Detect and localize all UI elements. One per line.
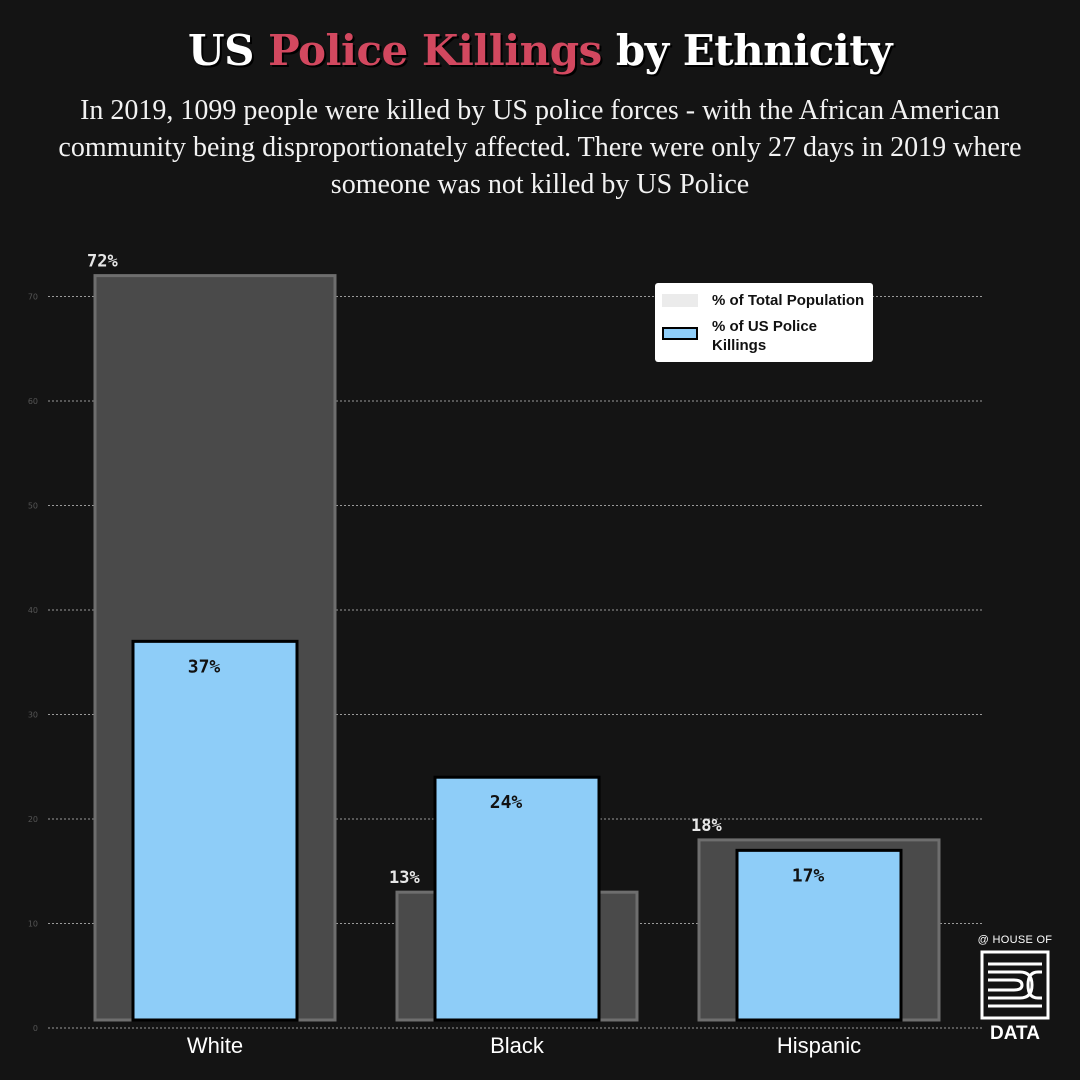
legend-item-killings: % of US Police Killings [655,317,832,355]
y-tick-label: 20 [28,815,38,824]
y-tick-label: 60 [28,397,38,406]
data-label-killings-hispanic: 17% [792,865,825,886]
brand-logo: @ HOUSE OF DATA [972,934,1058,1045]
bar-killings-hispanic [735,848,903,1022]
y-tick-label: 40 [28,606,38,615]
y-tick-label: 10 [28,920,38,929]
legend-swatch-population [662,294,698,307]
x-tick-label-hispanic: Hispanic [777,1033,861,1058]
data-label-killings-white: 37% [188,656,221,677]
data-label-population-black: 13% [389,868,420,888]
brand-bottom-text: DATA [990,1023,1040,1044]
bar-killings-black [433,775,601,1022]
data-label-population-white: 72% [87,252,118,272]
data-label-population-hispanic: 18% [691,816,722,836]
chart-subtitle: In 2019, 1099 people were killed by US p… [58,95,1022,200]
legend-label-population: % of Total Population [712,292,865,309]
y-tick-label: 0 [33,1024,38,1033]
y-tick-label: 30 [28,711,38,720]
brand-logo-icon [980,950,1050,1020]
chart-legend: % of Total Population % of US Police Kil… [655,283,873,362]
data-label-killings-black: 24% [490,792,523,813]
bar-killings-white [131,639,299,1022]
y-tick-label: 70 [28,293,38,302]
y-tick-label: 50 [28,502,38,511]
title-part-1: US [187,26,254,75]
x-tick-label-white: White [187,1033,243,1058]
x-tick-label-black: Black [490,1033,545,1058]
title-part-2: Police Killings [268,26,602,75]
title-part-3: by Ethnicity [615,26,893,75]
legend-label-killings: % of US Police Killings [712,318,818,354]
chart-title: US Police Killings by Ethnicity [0,26,1080,75]
legend-swatch-killings [662,327,698,340]
brand-top-text: @ HOUSE OF [977,934,1053,946]
legend-item-population: % of Total Population [655,291,864,310]
